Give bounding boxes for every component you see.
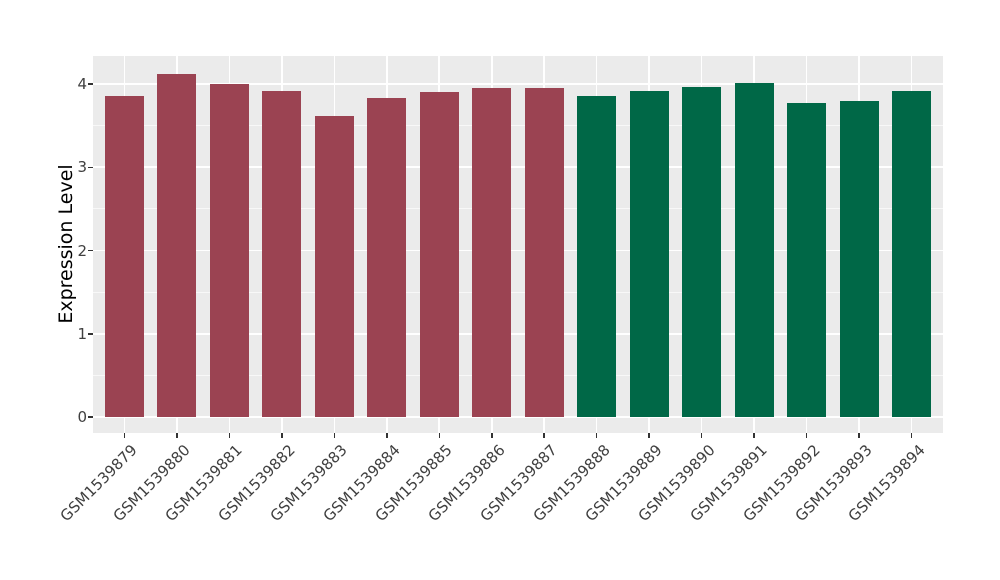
gridline-minor-horizontal (93, 208, 943, 210)
bar-GSM1539886 (472, 88, 512, 417)
bar-GSM1539892 (787, 103, 827, 417)
bar-GSM1539884 (367, 98, 407, 417)
x-tick-mark (176, 433, 178, 438)
bar-GSM1539885 (419, 92, 459, 417)
bar-GSM1539887 (524, 88, 564, 417)
bar-GSM1539880 (157, 74, 197, 417)
y-tick-label: 0 (77, 408, 87, 426)
gridline-major-horizontal (93, 332, 943, 335)
x-tick-mark (700, 433, 703, 438)
bar-GSM1539891 (734, 83, 774, 417)
gridline-major-horizontal (93, 249, 943, 252)
gridline-major-horizontal (93, 416, 943, 418)
x-tick-mark (438, 433, 441, 438)
y-tick-label: 2 (77, 241, 87, 260)
gridline-minor-horizontal (93, 374, 943, 376)
x-tick-mark (491, 433, 493, 438)
plot-panel (93, 56, 943, 433)
y-tick-mark (88, 249, 93, 252)
bar-GSM1539888 (577, 95, 617, 417)
bar-GSM1539893 (839, 101, 879, 417)
bar-GSM1539890 (682, 87, 722, 417)
x-tick-mark (543, 433, 545, 438)
y-tick-mark (88, 166, 93, 168)
y-tick-mark (88, 83, 93, 85)
x-tick-mark (858, 433, 860, 438)
gridline-minor-horizontal (93, 125, 943, 127)
x-tick-mark (281, 433, 283, 438)
bar-GSM1539882 (262, 90, 302, 417)
x-tick-mark (910, 433, 913, 438)
x-tick-mark (228, 433, 231, 438)
bar-GSM1539879 (104, 96, 144, 417)
x-tick-mark (595, 433, 598, 438)
x-tick-mark (333, 433, 336, 438)
bar-GSM1539894 (892, 91, 932, 417)
gridline-major-horizontal (93, 166, 943, 169)
y-tick-mark (88, 333, 93, 335)
bar-GSM1539889 (629, 90, 669, 417)
gridline-minor-horizontal (93, 291, 943, 293)
x-tick-mark (648, 433, 650, 438)
x-tick-mark (805, 433, 808, 438)
bar-GSM1539883 (314, 115, 354, 417)
x-tick-mark (386, 433, 388, 438)
y-tick-mark (88, 416, 93, 418)
bar-GSM1539881 (209, 84, 249, 417)
y-tick-label: 4 (77, 75, 87, 93)
y-tick-label: 1 (77, 324, 87, 343)
y-tick-label: 3 (77, 158, 87, 177)
x-tick-mark (753, 433, 755, 438)
x-tick-mark (123, 433, 126, 438)
gridline-major-horizontal (93, 83, 943, 85)
